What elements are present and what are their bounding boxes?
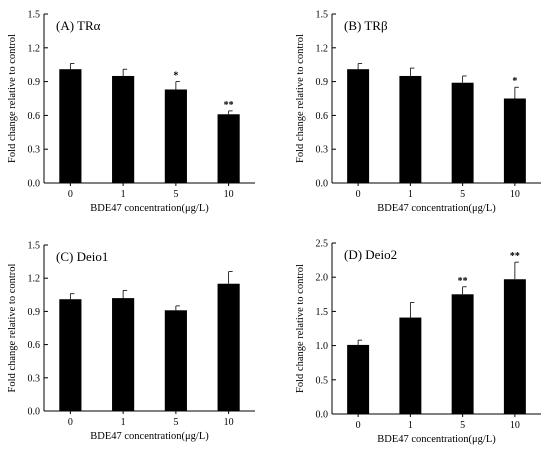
- significance-mark: *: [173, 71, 178, 82]
- panel-a-trα: 0.0 0.3 0.6 0.9 1.2 1.5 0 1 * 5 ** 10 BDE47 concentr…: [7, 10, 255, 214]
- x-axis-label: BDE47 concentration(μg/L): [90, 203, 209, 214]
- y-tick-label: 1.0: [316, 341, 329, 352]
- y-tick-label: 1.2: [28, 43, 41, 54]
- x-axis-label: BDE47 concentration(μg/L): [90, 431, 209, 442]
- y-tick-label: 0.0: [28, 407, 41, 418]
- significance-mark: **: [510, 251, 520, 262]
- bar: [503, 279, 526, 414]
- y-tick-label: 0.5: [316, 375, 329, 386]
- bar: [217, 114, 240, 183]
- x-tick-label: 10: [510, 189, 520, 200]
- bar: [399, 317, 422, 414]
- bar: [503, 98, 526, 183]
- panel-title: (C) Deio1: [56, 249, 108, 264]
- y-tick-label: 0.3: [316, 145, 329, 156]
- x-tick-label: 1: [121, 417, 126, 428]
- bar: [164, 310, 187, 411]
- significance-mark: **: [224, 100, 234, 111]
- bar: [112, 298, 135, 411]
- y-tick-label: 1.5: [316, 10, 329, 21]
- significance-mark: **: [458, 276, 468, 287]
- bar: [347, 69, 370, 183]
- panel-c-deio1: 0.0 0.3 0.6 0.9 1.2 1.5 0 1 5 10 BDE47 concentrati…: [7, 241, 255, 442]
- x-tick-label: 1: [408, 420, 413, 431]
- y-tick-label: 1.5: [316, 307, 329, 318]
- bar: [399, 75, 422, 183]
- y-tick-label: 1.2: [28, 274, 41, 285]
- bar: [347, 344, 370, 414]
- x-tick-label: 10: [510, 420, 520, 431]
- x-tick-label: 0: [356, 420, 361, 431]
- y-tick-label: 1.5: [28, 241, 41, 252]
- y-axis-label: Fold change relative to control: [295, 264, 306, 393]
- y-tick-label: 1.5: [28, 10, 41, 21]
- bar: [164, 89, 187, 183]
- y-tick-label: 0.9: [316, 77, 329, 88]
- y-axis-label: Fold change relative to control: [7, 34, 18, 163]
- y-axis-label: Fold change relative to control: [295, 34, 306, 163]
- x-tick-label: 0: [68, 189, 73, 200]
- bar: [112, 75, 135, 183]
- y-axis-label: Fold change relative to control: [7, 263, 18, 392]
- bar: [59, 69, 82, 183]
- panel-b-trβ: 0.0 0.3 0.6 0.9 1.2 1.5 0 1 5 * 10 BDE47 concentrat…: [295, 10, 541, 214]
- x-tick-label: 0: [68, 417, 73, 428]
- panel-title: (A) TRα: [56, 18, 101, 33]
- x-tick-label: 5: [460, 189, 465, 200]
- y-tick-label: 0.9: [28, 77, 41, 88]
- y-tick-label: 0.9: [28, 307, 41, 318]
- x-axis-label: BDE47 concentration(μg/L): [377, 203, 496, 214]
- y-tick-label: 0.6: [316, 111, 329, 122]
- x-axis-label: BDE47 concentration(μg/L): [377, 434, 496, 445]
- x-tick-label: 0: [356, 189, 361, 200]
- panel-title: (B) TRβ: [344, 18, 388, 33]
- x-tick-label: 10: [224, 417, 234, 428]
- y-tick-label: 0.6: [28, 340, 41, 351]
- y-tick-label: 0.6: [28, 111, 41, 122]
- x-tick-label: 10: [224, 189, 234, 200]
- significance-mark: *: [512, 76, 517, 87]
- x-tick-label: 5: [173, 189, 178, 200]
- y-tick-label: 0.0: [316, 410, 329, 421]
- x-tick-label: 5: [460, 420, 465, 431]
- y-tick-label: 0.3: [28, 145, 41, 156]
- x-tick-label: 5: [173, 417, 178, 428]
- x-tick-label: 1: [121, 189, 126, 200]
- bar: [217, 283, 240, 411]
- y-tick-label: 0.0: [316, 179, 329, 190]
- bar: [59, 299, 82, 411]
- x-tick-label: 1: [408, 189, 413, 200]
- panel-title: (D) Deio2: [344, 247, 397, 262]
- bar: [451, 82, 474, 183]
- bar: [451, 294, 474, 414]
- y-tick-label: 0.3: [28, 373, 41, 384]
- y-tick-label: 1.2: [316, 43, 329, 54]
- y-tick-label: 2.0: [316, 273, 329, 284]
- panel-d-deio2: 0.0 0.5 1.0 1.5 2.0 2.5 0 1 ** 5 ** 10 BDE47 concent…: [295, 239, 541, 445]
- y-tick-label: 2.5: [316, 239, 329, 250]
- y-tick-label: 0.0: [28, 179, 41, 190]
